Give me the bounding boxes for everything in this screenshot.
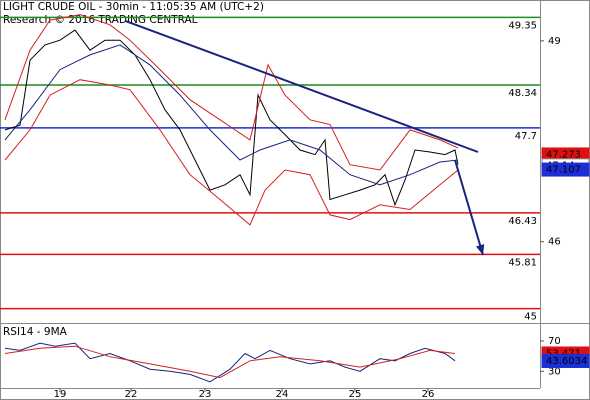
- value-box-label: 47.273: [546, 149, 581, 160]
- x-tick-label: 25: [349, 389, 362, 400]
- level-label: 49.35: [508, 20, 537, 31]
- rsi-tick-label: 70: [548, 336, 561, 347]
- level-label: 46.43: [508, 216, 537, 227]
- rsi-tick-label: 30: [548, 366, 561, 377]
- y-tick-label: 46: [548, 237, 561, 248]
- price-line: [4, 14, 459, 171]
- level-label: 48.34: [508, 88, 537, 99]
- y-tick-label: 49: [548, 36, 561, 47]
- price-line: [4, 29, 459, 207]
- value-box-label: 43.6034: [546, 356, 587, 367]
- arrow-head: [476, 244, 485, 256]
- rsi-label: RSI14 - 9MA: [3, 326, 68, 338]
- x-tick-label: 19: [54, 389, 67, 400]
- value-box: [541, 162, 590, 177]
- forecast-arrow: [454, 159, 484, 256]
- x-tick-label: 26: [422, 389, 435, 400]
- chart-subtitle: Research © 2016 TRADING CENTRAL: [3, 14, 198, 26]
- chart-title: LIGHT CRUDE OIL - 30min - 11:05:35 AM (U…: [3, 1, 264, 13]
- value-box: [541, 353, 590, 368]
- level-label: 47.7: [515, 131, 537, 142]
- price-line: [4, 44, 459, 186]
- value-box-label: 47.107: [546, 165, 581, 176]
- level-label: 45.81: [508, 257, 537, 268]
- x-tick-label: 22: [125, 389, 138, 400]
- trendline: [124, 19, 479, 153]
- level-label: 45: [524, 312, 537, 323]
- price-line: [4, 79, 459, 226]
- x-tick-label: 23: [199, 389, 212, 400]
- rsi-line: [4, 345, 456, 379]
- rsi-line: [4, 342, 456, 383]
- x-tick-label: 24: [276, 389, 289, 400]
